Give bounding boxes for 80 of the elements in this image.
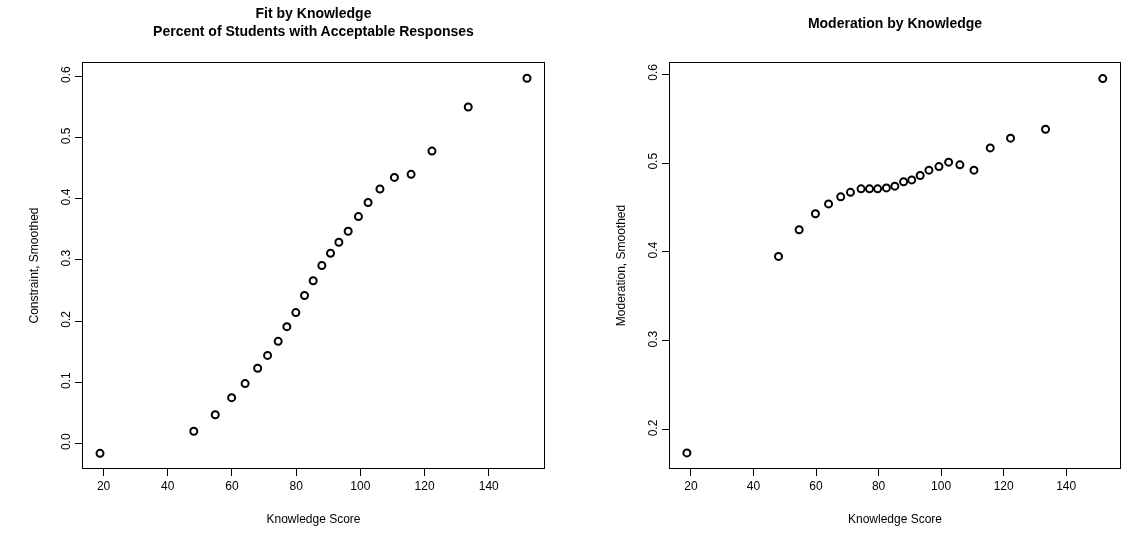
y-tick-label: 0.4 xyxy=(59,188,74,206)
y-axis-title: Moderation, Smoothed xyxy=(613,204,628,327)
x-tick-label: 60 xyxy=(809,479,824,494)
x-tick-label: 20 xyxy=(96,479,111,494)
point xyxy=(95,448,105,458)
point xyxy=(375,184,385,194)
point xyxy=(985,143,995,153)
point xyxy=(273,336,283,346)
point xyxy=(463,102,473,112)
point xyxy=(890,181,900,191)
point xyxy=(934,162,944,172)
point xyxy=(955,160,965,170)
y-tick-label: 0.2 xyxy=(59,310,74,328)
x-axis-title: Knowledge Score xyxy=(266,512,361,527)
point xyxy=(924,165,934,175)
point xyxy=(856,184,866,194)
x-tick-label: 40 xyxy=(746,479,761,494)
point xyxy=(794,225,804,235)
x-tick-label: 80 xyxy=(289,479,304,494)
point xyxy=(189,426,199,436)
point xyxy=(774,251,784,261)
point xyxy=(845,187,855,197)
point xyxy=(300,290,310,300)
point xyxy=(899,177,909,187)
y-tick-label: 0.3 xyxy=(646,330,661,348)
point xyxy=(334,237,344,247)
point xyxy=(326,248,336,258)
point xyxy=(836,192,846,202)
point xyxy=(907,175,917,185)
point xyxy=(1006,133,1016,143)
point xyxy=(406,169,416,179)
point xyxy=(317,261,327,270)
x-tick-label: 100 xyxy=(350,479,371,494)
point xyxy=(282,322,292,332)
point xyxy=(240,379,250,389)
point xyxy=(263,350,273,360)
x-tick-label: 120 xyxy=(993,479,1014,494)
y-tick-label: 0.1 xyxy=(59,371,74,389)
x-tick-label: 120 xyxy=(414,479,435,494)
point xyxy=(682,448,692,458)
y-axis-title: Constraint, Smoothed xyxy=(26,207,41,324)
point xyxy=(522,73,532,83)
chart-title: Fit by Knowledge Percent of Students with Acceptable Responses xyxy=(153,5,475,40)
point xyxy=(944,157,954,167)
point xyxy=(881,183,891,193)
point xyxy=(873,184,883,194)
point xyxy=(343,226,353,236)
point xyxy=(915,170,925,180)
point xyxy=(427,146,437,156)
y-tick-label: 0.2 xyxy=(646,419,661,437)
point xyxy=(1098,74,1108,84)
point xyxy=(969,165,979,175)
point xyxy=(210,410,220,420)
point xyxy=(353,212,363,222)
point xyxy=(1041,124,1051,134)
point xyxy=(227,393,237,403)
point xyxy=(824,199,834,209)
x-tick-label: 80 xyxy=(871,479,886,494)
y-tick-label: 0.5 xyxy=(59,127,74,145)
y-tick-label: 0.0 xyxy=(59,433,74,451)
y-tick-label: 0.5 xyxy=(646,152,661,170)
point xyxy=(253,363,263,373)
y-tick-label: 0.3 xyxy=(59,249,74,267)
x-tick-label: 140 xyxy=(478,479,500,494)
x-tick-label: 60 xyxy=(225,479,239,494)
point xyxy=(363,197,373,207)
x-tick-label: 20 xyxy=(684,479,698,494)
y-tick-label: 0.6 xyxy=(646,63,661,81)
point xyxy=(308,276,318,286)
point xyxy=(865,184,875,194)
y-tick-label: 0.6 xyxy=(59,66,74,83)
x-tick-label: 100 xyxy=(931,479,952,494)
point xyxy=(389,172,399,182)
x-tick-label: 140 xyxy=(1056,479,1077,494)
point xyxy=(291,308,301,318)
y-tick-label: 0.4 xyxy=(646,241,661,259)
chart-title: Moderation by Knowledge xyxy=(807,14,983,31)
point xyxy=(810,209,820,219)
x-tick-label: 40 xyxy=(161,479,175,494)
x-axis-title: Knowledge Score xyxy=(847,512,943,527)
